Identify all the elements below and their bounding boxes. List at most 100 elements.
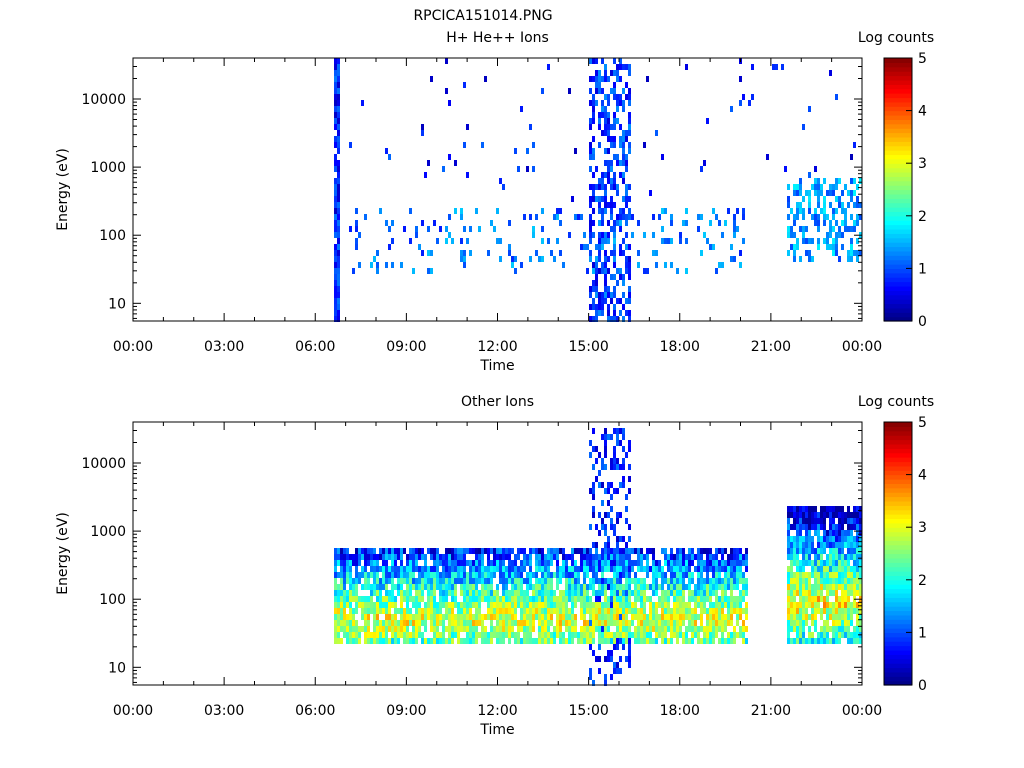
spectrogram-cell	[379, 554, 382, 560]
spectrogram-cell	[604, 632, 607, 638]
spectrogram-cell	[346, 614, 349, 620]
spectrogram-cell	[430, 76, 433, 82]
spectrogram-cell	[421, 554, 424, 560]
spectrogram-cell	[442, 572, 445, 578]
spectrogram-cell	[646, 560, 649, 566]
spectrogram-cell	[613, 560, 616, 566]
spectrogram-cell	[835, 584, 838, 590]
spectrogram-cell	[565, 560, 568, 566]
spectrogram-cell	[511, 566, 514, 572]
spectrogram-cell	[643, 142, 646, 148]
spectrogram-cell	[382, 596, 385, 602]
spectrogram-cell	[616, 578, 619, 584]
spectrogram-cell	[799, 602, 802, 608]
spectrogram-cell	[544, 632, 547, 638]
spectrogram-cell	[730, 584, 733, 590]
spectrogram-cell	[337, 316, 340, 322]
spectrogram-cell	[616, 662, 619, 668]
spectrogram-cell	[838, 530, 841, 536]
spectrogram-cell	[367, 620, 370, 626]
spectrogram-cell	[445, 572, 448, 578]
spectrogram-cell	[430, 614, 433, 620]
spectrogram-cell	[526, 584, 529, 590]
spectrogram-cell	[352, 626, 355, 632]
spectrogram-cell	[802, 608, 805, 614]
spectrogram-cell	[607, 124, 610, 130]
spectrogram-cell	[649, 584, 652, 590]
spectrogram-cell	[505, 554, 508, 560]
spectrogram-cell	[583, 596, 586, 602]
spectrogram-cell	[373, 584, 376, 590]
spectrogram-cell	[433, 626, 436, 632]
spectrogram-cell	[352, 596, 355, 602]
spectrogram-cell	[667, 584, 670, 590]
spectrogram-cell	[733, 632, 736, 638]
spectrogram-cell	[562, 620, 565, 626]
spectrogram-cell	[463, 226, 466, 232]
spectrogram-cell	[526, 554, 529, 560]
spectrogram-cell	[589, 58, 592, 64]
spectrogram-cell	[427, 566, 430, 572]
spectrogram-cell	[508, 572, 511, 578]
spectrogram-cell	[709, 560, 712, 566]
colorbar-segment	[884, 242, 912, 248]
spectrogram-cell	[856, 578, 859, 584]
spectrogram-cell	[610, 614, 613, 620]
spectrogram-cell	[628, 88, 631, 94]
spectrogram-cell	[847, 620, 850, 626]
spectrogram-cell	[523, 590, 526, 596]
spectrogram-cell	[454, 566, 457, 572]
spectrogram-cell	[523, 560, 526, 566]
spectrogram-cell	[700, 614, 703, 620]
spectrogram-cell	[859, 548, 862, 554]
spectrogram-cell	[709, 566, 712, 572]
spectrogram-cell	[481, 638, 484, 644]
spectrogram-cell	[535, 250, 538, 256]
spectrogram-cell	[850, 250, 853, 256]
spectrogram-cell	[478, 554, 481, 560]
spectrogram-cell	[430, 572, 433, 578]
spectrogram-cell	[697, 632, 700, 638]
spectrogram-cell	[811, 184, 814, 190]
spectrogram-cell	[424, 584, 427, 590]
spectrogram-cell	[628, 292, 631, 298]
spectrogram-cell	[655, 638, 658, 644]
spectrogram-cell	[802, 632, 805, 638]
spectrogram-cell	[379, 584, 382, 590]
spectrogram-cell	[685, 602, 688, 608]
spectrogram-cell	[703, 596, 706, 602]
spectrogram-cell	[337, 244, 340, 250]
spectrogram-cell	[487, 554, 490, 560]
spectrogram-cell	[634, 578, 637, 584]
spectrogram-cell	[334, 620, 337, 626]
spectrogram-cell	[598, 452, 601, 458]
spectrogram-cell	[673, 584, 676, 590]
spectrogram-cell	[583, 590, 586, 596]
spectrogram-cell	[622, 160, 625, 166]
spectrogram-cell	[472, 626, 475, 632]
spectrogram-cell	[523, 596, 526, 602]
spectrogram-cell	[442, 166, 445, 172]
spectrogram-cell	[628, 650, 631, 656]
spectrogram-cell	[679, 620, 682, 626]
spectrogram-cell	[550, 250, 553, 256]
spectrogram-cell	[820, 596, 823, 602]
spectrogram-cell	[805, 578, 808, 584]
spectrogram-cell	[550, 602, 553, 608]
spectrogram-cell	[412, 566, 415, 572]
spectrogram-cell	[394, 602, 397, 608]
spectrogram-cell	[337, 178, 340, 184]
spectrogram-cell	[715, 560, 718, 566]
spectrogram-cell	[589, 566, 592, 572]
spectrogram-cell	[745, 590, 748, 596]
spectrogram-cell	[721, 632, 724, 638]
spectrogram-cell	[616, 434, 619, 440]
spectrogram-cell	[589, 166, 592, 172]
spectrogram-cell	[601, 464, 604, 470]
spectrogram-cell	[631, 578, 634, 584]
spectrogram-cell	[337, 292, 340, 298]
spectrogram-cell	[811, 238, 814, 244]
colorbar-segment	[884, 487, 912, 493]
spectrogram-cell	[604, 614, 607, 620]
spectrogram-cell	[490, 590, 493, 596]
